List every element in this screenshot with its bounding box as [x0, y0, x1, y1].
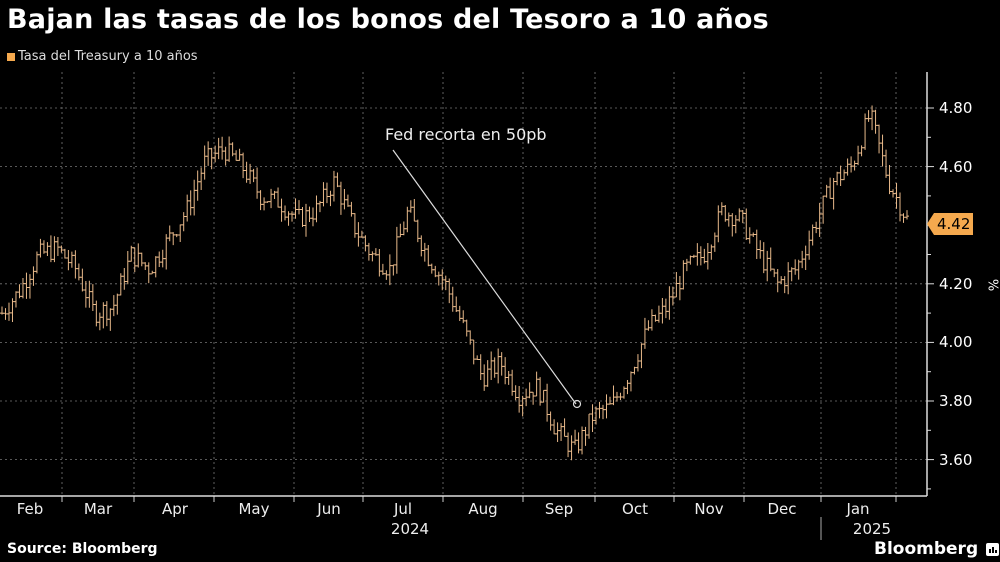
x-tick-label: Nov — [694, 500, 724, 518]
y-tick-label: 4.00 — [939, 333, 973, 352]
badge-pointer-icon — [927, 213, 934, 235]
y-tick-label: 3.60 — [939, 450, 973, 469]
x-tick-label: Sep — [544, 500, 574, 518]
bloomberg-brand: Bloomberg — [874, 539, 1000, 559]
gridlines — [0, 72, 927, 502]
last-value-text: 4.42 — [934, 213, 974, 235]
x-tick-label: Jul — [393, 500, 413, 518]
legend-label: Tasa del Treasury a 10 años — [18, 49, 198, 64]
annotation-leader-line — [392, 149, 577, 405]
y-tick-label: 4.60 — [939, 157, 973, 176]
year-label-2024: 2024 — [390, 520, 430, 538]
y-tick-label: 4.20 — [939, 274, 973, 293]
legend-swatch — [7, 52, 15, 61]
x-tick-label: Apr — [162, 500, 188, 518]
x-tick-label: Jun — [317, 500, 341, 518]
legend: Tasa del Treasury a 10 años — [7, 49, 198, 64]
price-bars — [0, 105, 909, 461]
brand-text: Bloomberg — [874, 539, 979, 559]
chart-title: Bajan las tasas de los bonos del Tesoro … — [7, 4, 769, 35]
x-tick-label: Aug — [468, 500, 498, 518]
bloomberg-chart-icon — [986, 542, 1000, 556]
y-axis-ticks — [927, 107, 934, 490]
x-tick-label: Feb — [16, 500, 44, 518]
source-label: Source: Bloomberg — [7, 541, 158, 557]
last-value-badge: 4.42 — [927, 213, 974, 235]
y-tick-label: 3.80 — [939, 392, 973, 410]
x-tick-label: Oct — [622, 500, 648, 518]
x-tick-label: Mar — [83, 500, 113, 518]
annotation-text: Fed recorta en 50pb — [385, 125, 547, 144]
y-unit-label: % — [984, 278, 1000, 292]
annotation-marker — [572, 399, 582, 409]
x-tick-label: Dec — [767, 500, 797, 518]
x-tick-label: Jan — [846, 500, 870, 518]
y-tick-label: 4.80 — [939, 99, 973, 117]
year-label-2025: 2025 — [852, 520, 892, 538]
x-tick-label: May — [238, 500, 270, 518]
